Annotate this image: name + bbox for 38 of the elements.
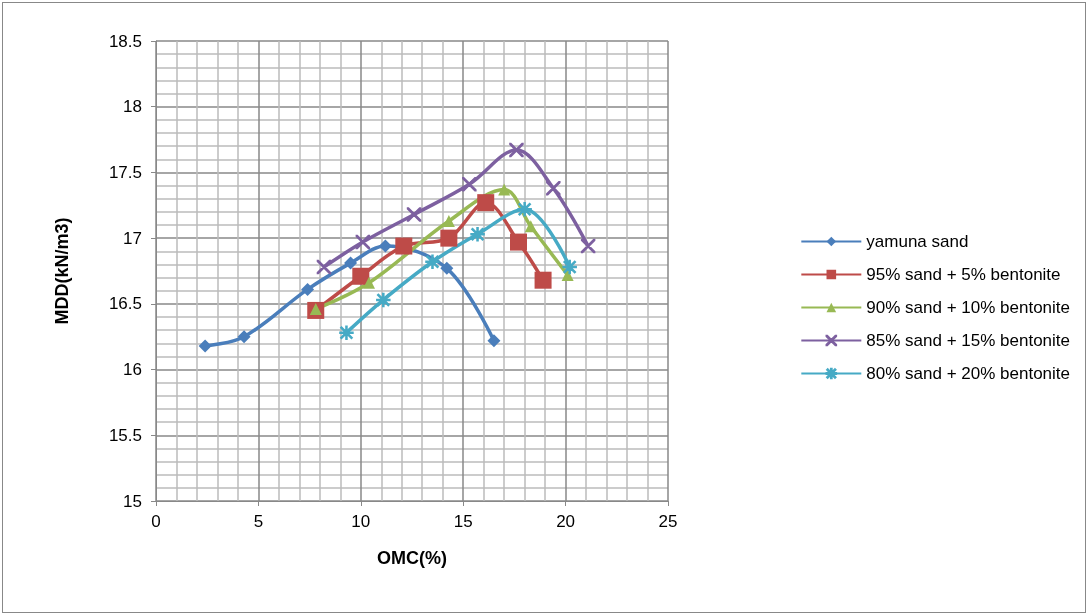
point xyxy=(395,237,413,255)
legend-label: 90% sand + 10% bentonite xyxy=(866,298,1070,317)
y-tick-label: 16 xyxy=(123,360,142,380)
point xyxy=(487,334,501,348)
y-tick-label: 18.5 xyxy=(108,31,142,51)
point xyxy=(378,239,392,253)
x-tick-label: 10 xyxy=(351,512,371,531)
legend-label: 85% sand + 15% bentonite xyxy=(866,331,1070,350)
point xyxy=(198,339,212,353)
x-tick-label: 20 xyxy=(556,512,576,531)
x-tick-label: 15 xyxy=(453,512,473,531)
x-tick-label: 0 xyxy=(151,512,161,531)
legend-label: 95% sand + 5% bentonite xyxy=(866,265,1061,284)
point xyxy=(498,183,511,196)
point xyxy=(362,276,375,289)
point xyxy=(352,267,370,285)
y-tick-label: 17.5 xyxy=(108,162,142,182)
y-tick-label: 17 xyxy=(123,228,142,248)
point xyxy=(534,271,552,289)
legend-label: 80% sand + 20% bentonite xyxy=(866,364,1070,383)
point xyxy=(237,330,251,344)
point xyxy=(477,194,495,212)
point xyxy=(442,215,455,228)
x-tick-label: 25 xyxy=(658,512,678,531)
point xyxy=(510,233,527,251)
y-tick-label: 16.5 xyxy=(108,294,142,314)
point xyxy=(301,282,315,296)
y-tick-label: 15.5 xyxy=(108,425,142,445)
point xyxy=(524,220,537,233)
y-axis-title: MDD(kN/m3) xyxy=(52,217,72,325)
point xyxy=(344,256,358,270)
x-axis-title: OMC(%) xyxy=(377,548,447,568)
x-tick-label: 5 xyxy=(253,512,264,531)
point xyxy=(440,261,454,275)
y-tick-label: 18 xyxy=(123,97,142,117)
point xyxy=(440,229,458,247)
y-tick-label: 15 xyxy=(123,491,142,511)
legend-label: yamuna sand xyxy=(866,232,969,251)
